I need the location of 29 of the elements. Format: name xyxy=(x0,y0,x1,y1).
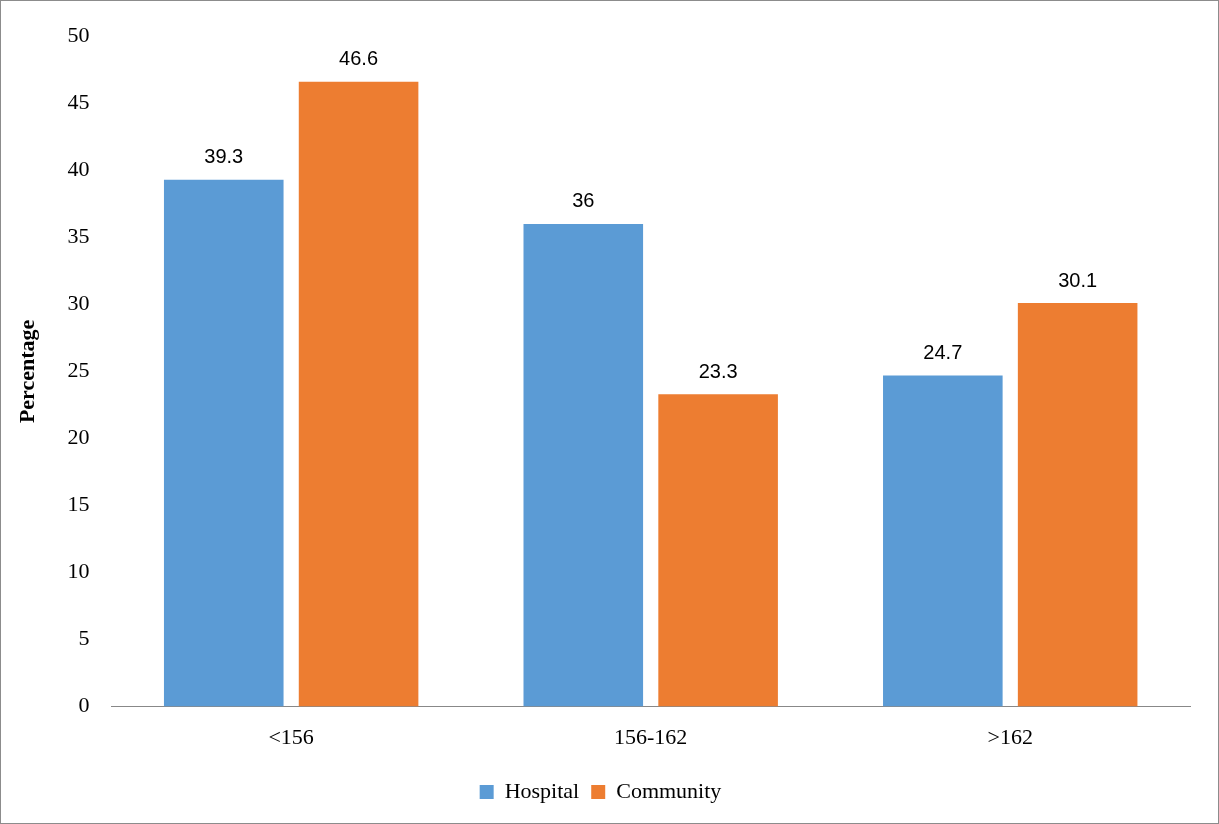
bar xyxy=(298,81,419,707)
data-label: 30.1 xyxy=(1058,268,1098,291)
data-label: 24.7 xyxy=(923,340,963,363)
x-tick-label: 156-162 xyxy=(614,723,688,749)
y-tick-label: 35 xyxy=(67,223,90,249)
y-tick-label: 50 xyxy=(67,21,90,47)
data-label: 46.6 xyxy=(339,47,379,70)
y-tick-label: 10 xyxy=(67,558,90,584)
bar xyxy=(163,179,284,707)
legend-label: Community xyxy=(616,777,722,803)
data-label: 23.3 xyxy=(698,359,738,382)
y-tick-label: 45 xyxy=(67,89,90,115)
y-tick-label: 40 xyxy=(67,156,90,182)
y-tick-label: 15 xyxy=(67,491,90,517)
y-tick-label: 25 xyxy=(67,357,90,383)
legend-label: Hospital xyxy=(504,777,580,803)
x-tick-label: >162 xyxy=(987,723,1033,749)
bar xyxy=(523,223,644,707)
bar xyxy=(658,394,778,707)
bar xyxy=(883,375,1003,707)
x-tick-label: <156 xyxy=(268,723,314,749)
data-label: 39.3 xyxy=(204,145,244,168)
y-tick-label: 20 xyxy=(67,424,90,450)
y-tick-label: 0 xyxy=(78,692,90,718)
y-axis-title: Percentage xyxy=(13,319,39,424)
bar xyxy=(1017,303,1138,707)
data-label: 36 xyxy=(572,189,595,212)
y-tick-label: 30 xyxy=(67,290,90,316)
y-tick-label: 5 xyxy=(78,625,90,651)
